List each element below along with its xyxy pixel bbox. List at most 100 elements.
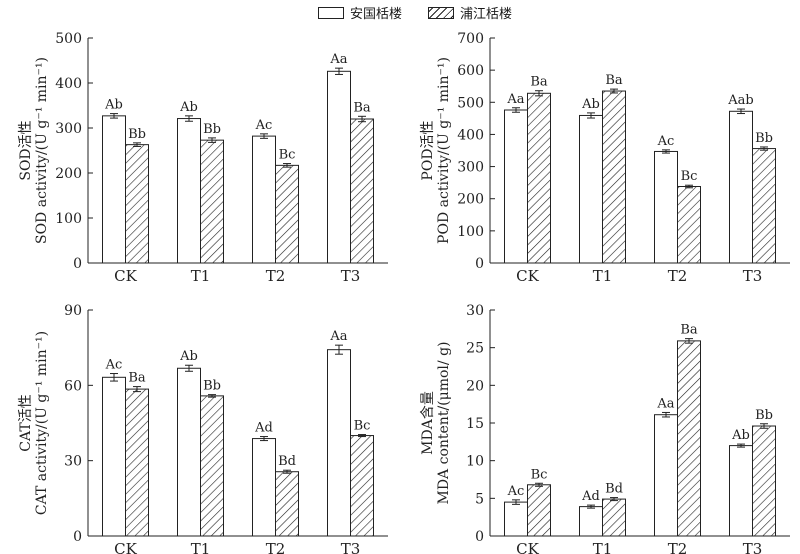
significance-label: Ab bbox=[731, 428, 750, 443]
bar bbox=[102, 115, 126, 264]
chart-panel-bottom-left: 0 30 60 90 CAT活性 CAT activity/(U g⁻¹ min⁻¹) CK… bbox=[18, 303, 388, 554]
y-tick-label: 0 bbox=[73, 529, 82, 545]
y-tick-label: 30 bbox=[64, 454, 82, 470]
bar bbox=[752, 148, 776, 264]
x-tick-label: CK bbox=[516, 267, 539, 285]
significance-label: Ba bbox=[530, 75, 548, 90]
y-tick-label: 100 bbox=[55, 211, 82, 227]
significance-label: Ab bbox=[179, 349, 198, 364]
bar bbox=[729, 445, 753, 537]
significance-label: Ad bbox=[254, 421, 273, 436]
significance-label: Bc bbox=[681, 169, 698, 184]
bar bbox=[102, 376, 126, 537]
significance-label: Bc bbox=[354, 419, 371, 434]
x-tick-label: T2 bbox=[668, 267, 688, 285]
bar bbox=[275, 164, 299, 264]
chart-panel-bottom-right: 0 5 10 15 20 25 30 MDA含量 MDA content/(μmol/ g) CK… bbox=[420, 303, 790, 554]
significance-label: Ab bbox=[104, 98, 123, 113]
x-tick-label: T1 bbox=[593, 540, 613, 554]
y-axis-label: MDA content/(μmol/ g) bbox=[436, 341, 452, 504]
y-axis-label: POD activity/(U g⁻¹ min⁻¹) bbox=[436, 57, 452, 244]
bar bbox=[729, 110, 753, 264]
significance-label: Aab bbox=[727, 93, 753, 108]
significance-label: Ac bbox=[507, 484, 525, 499]
chart-panel-top-right: 0 100 200 300 400 500 600 700 POD活性 POD activity/… bbox=[420, 31, 790, 285]
x-tick-label: T2 bbox=[668, 540, 688, 554]
bar bbox=[125, 144, 149, 264]
y-axis-label: CAT活性 bbox=[18, 394, 34, 451]
y-axis-label: MDA含量 bbox=[420, 391, 436, 455]
bar bbox=[654, 414, 678, 537]
significance-label: Ac bbox=[255, 118, 273, 133]
x-tick-label: T1 bbox=[191, 540, 211, 554]
bar bbox=[504, 109, 528, 264]
significance-label: Aa bbox=[329, 52, 347, 67]
significance-label: Ab bbox=[581, 97, 600, 112]
significance-label: Ba bbox=[605, 73, 623, 88]
significance-label: Ba bbox=[353, 100, 371, 115]
bar bbox=[752, 425, 776, 537]
bar bbox=[504, 501, 528, 537]
bar bbox=[350, 435, 374, 537]
y-tick-label: 600 bbox=[457, 63, 484, 79]
legend-label-series2: 浦江栝楼 bbox=[460, 7, 513, 22]
y-axis-label: POD活性 bbox=[420, 120, 436, 180]
x-tick-label: CK bbox=[516, 540, 539, 554]
bar bbox=[527, 92, 551, 264]
x-tick-label: T3 bbox=[341, 267, 361, 285]
y-tick-label: 30 bbox=[466, 303, 484, 319]
y-tick-label: 200 bbox=[457, 192, 484, 208]
significance-label: Ac bbox=[105, 358, 123, 373]
x-tick-label: T3 bbox=[341, 540, 361, 554]
bar bbox=[350, 118, 374, 264]
bar bbox=[602, 90, 626, 264]
y-tick-label: 400 bbox=[457, 127, 484, 143]
significance-label: Ab bbox=[179, 100, 198, 115]
y-tick-label: 100 bbox=[457, 224, 484, 240]
y-tick-label: 60 bbox=[64, 378, 82, 394]
y-tick-label: 500 bbox=[457, 95, 484, 111]
bar bbox=[677, 186, 701, 264]
bar bbox=[252, 438, 276, 537]
significance-label: Bb bbox=[203, 379, 221, 394]
bar bbox=[527, 484, 551, 537]
bar bbox=[125, 388, 149, 537]
y-axis-label: CAT activity/(U g⁻¹ min⁻¹) bbox=[34, 331, 50, 515]
legend-label-series1: 安国栝楼 bbox=[350, 7, 403, 22]
y-tick-label: 300 bbox=[457, 160, 484, 176]
legend-item-series2: 浦江栝楼 bbox=[428, 3, 512, 22]
significance-label: Bb bbox=[203, 122, 221, 137]
y-tick-label: 200 bbox=[55, 166, 82, 182]
significance-label: Bd bbox=[278, 454, 296, 469]
y-tick-label: 5 bbox=[475, 491, 484, 507]
significance-label: Aa bbox=[329, 329, 347, 344]
bar bbox=[200, 395, 224, 537]
bar bbox=[602, 498, 626, 537]
significance-label: Ad bbox=[581, 489, 600, 504]
bar bbox=[177, 118, 201, 264]
significance-label: Bb bbox=[755, 131, 773, 146]
y-tick-label: 15 bbox=[466, 416, 484, 432]
bar bbox=[327, 70, 351, 264]
legend-item-series1: 安国栝楼 bbox=[318, 3, 402, 22]
significance-label: Aa bbox=[506, 92, 524, 107]
significance-label: Bb bbox=[755, 408, 773, 423]
significance-label: Bc bbox=[531, 467, 548, 482]
y-tick-label: 10 bbox=[466, 454, 484, 470]
bar bbox=[200, 139, 224, 264]
y-tick-label: 300 bbox=[55, 121, 82, 137]
y-tick-label: 0 bbox=[475, 256, 484, 272]
bar bbox=[677, 340, 701, 537]
x-tick-label: T1 bbox=[191, 267, 211, 285]
x-tick-label: T2 bbox=[266, 267, 286, 285]
significance-label: Aa bbox=[656, 396, 674, 411]
significance-label: Ac bbox=[657, 134, 675, 149]
bar bbox=[275, 471, 299, 537]
significance-label: Bb bbox=[128, 127, 146, 142]
significance-label: Bd bbox=[605, 482, 623, 497]
y-tick-label: 25 bbox=[466, 341, 484, 357]
y-axis-label: SOD activity/(U g⁻¹ min⁻¹) bbox=[34, 57, 50, 244]
significance-label: Ba bbox=[128, 371, 146, 386]
bar bbox=[252, 135, 276, 264]
